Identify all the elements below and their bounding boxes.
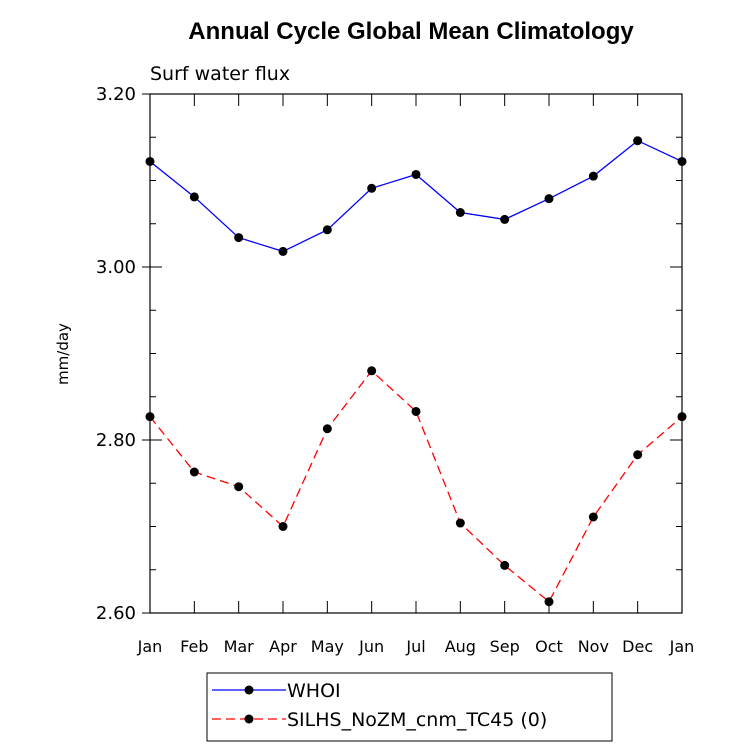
data-point [145, 156, 155, 166]
data-point [322, 225, 332, 235]
y-tick-label: 3.20 [96, 84, 136, 105]
data-point [234, 233, 244, 243]
legend: WHOI SILHS_NoZM_cnm_TC45 (0) [206, 672, 613, 742]
x-tick-label: Jun [358, 637, 384, 656]
x-tick-label: Oct [535, 637, 563, 656]
data-point [145, 412, 155, 422]
data-point [500, 214, 510, 224]
data-point [367, 183, 377, 193]
data-point [633, 450, 643, 460]
x-tick-label: Feb [180, 637, 208, 656]
y-tick-label: 2.60 [96, 603, 136, 624]
data-point [234, 482, 244, 492]
y-axis-ticks: 2.60 2.80 3.00 3.20 [96, 84, 682, 624]
legend-marker [244, 685, 254, 695]
data-point [189, 192, 199, 202]
data-point [455, 518, 465, 528]
x-tick-label: Apr [269, 637, 297, 656]
data-point [411, 406, 421, 416]
data-point [278, 246, 288, 256]
data-point [367, 366, 377, 376]
y-axis-label: mm/day [54, 323, 72, 385]
data-point [677, 156, 687, 166]
series-line-0 [149, 139, 683, 253]
x-tick-label: Jul [405, 637, 425, 656]
series-layer [145, 136, 687, 607]
data-point [500, 560, 510, 570]
data-point [633, 136, 643, 146]
x-tick-label: Mar [224, 637, 255, 656]
legend-marker [244, 714, 254, 724]
data-point [411, 169, 421, 179]
x-tick-label: Aug [445, 637, 476, 656]
x-tick-label: Sep [490, 637, 520, 656]
x-tick-label: Jan [669, 637, 695, 656]
data-point [322, 424, 332, 434]
legend-box [206, 672, 613, 742]
data-point [588, 512, 598, 522]
legend-label-0: WHOI [287, 680, 341, 702]
legend-label-1: SILHS_NoZM_cnm_TC45 (0) [287, 709, 547, 731]
data-point [677, 412, 687, 422]
x-tick-label: Jan [137, 637, 163, 656]
chart-title: Annual Cycle Global Mean Climatology [188, 18, 634, 45]
x-tick-label: May [311, 637, 344, 656]
chart-subtitle: Surf water flux [150, 63, 290, 85]
y-tick-label: 2.80 [96, 430, 136, 451]
x-tick-label: Nov [578, 637, 609, 656]
series-line-1 [149, 369, 683, 603]
data-point [588, 171, 598, 181]
data-point [544, 597, 554, 607]
x-axis-ticks: Jan Feb Mar Apr May Jun Jul Aug Sep Oct Nov Dec Jan [137, 94, 695, 656]
x-tick-label: Dec [622, 637, 653, 656]
legend-items: WHOI SILHS_NoZM_cnm_TC45 (0) [212, 680, 547, 731]
data-point [455, 208, 465, 218]
data-point [544, 194, 554, 204]
data-point [189, 467, 199, 477]
data-point [278, 522, 288, 531]
y-tick-label: 3.00 [96, 257, 136, 278]
